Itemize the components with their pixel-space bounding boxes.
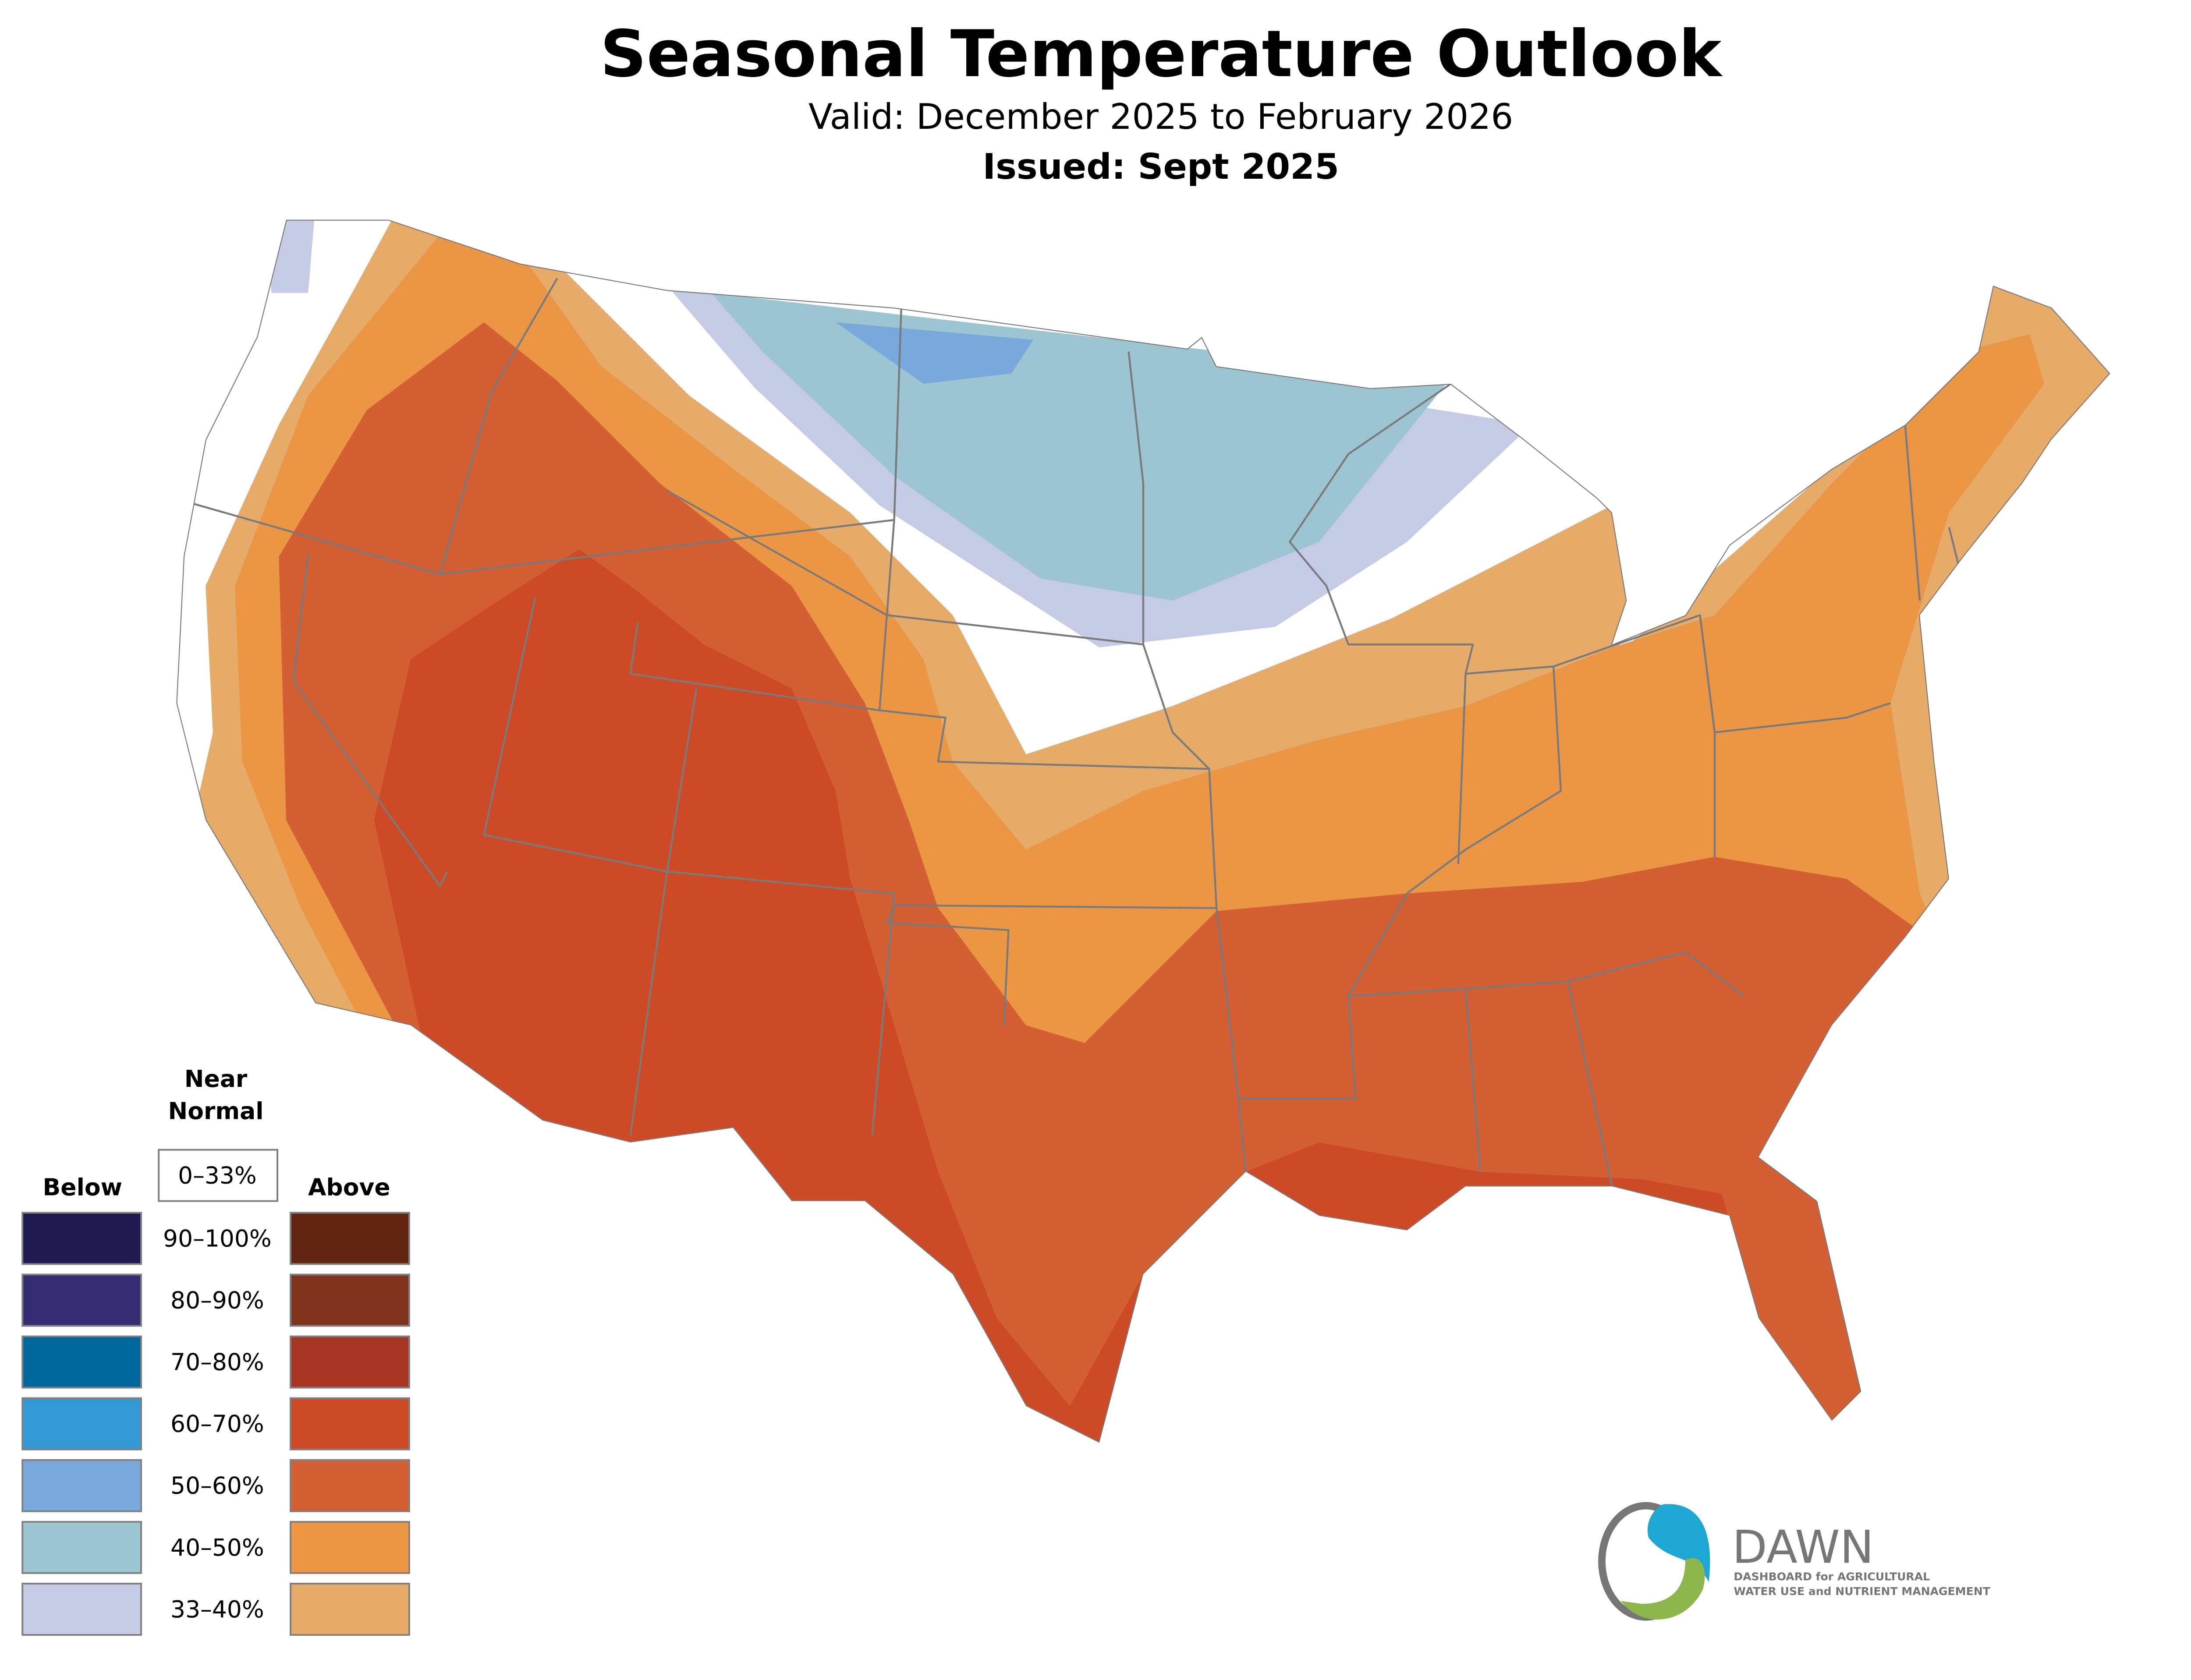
legend-below-swatch bbox=[21, 1335, 142, 1389]
issued-date: Issued: Sept 2025 bbox=[982, 146, 1339, 187]
legend-range-label: 70–80% bbox=[170, 1348, 264, 1376]
legend-below-swatch bbox=[21, 1273, 142, 1327]
legend-below-swatch bbox=[21, 1212, 142, 1265]
valid-period: Valid: December 2025 to February 2026 bbox=[808, 96, 1513, 137]
legend-above-swatch bbox=[290, 1582, 410, 1636]
legend-above-swatch bbox=[290, 1459, 410, 1512]
legend-above-swatch bbox=[290, 1335, 410, 1389]
legend-below-swatch bbox=[21, 1459, 142, 1512]
legend-above-swatch bbox=[290, 1273, 410, 1327]
legend-range-label: 33–40% bbox=[170, 1595, 264, 1623]
legend-above-swatch bbox=[290, 1521, 410, 1574]
legend-below-swatch bbox=[21, 1582, 142, 1636]
state-borders bbox=[176, 220, 2110, 1443]
legend-near-normal-swatch bbox=[158, 1149, 278, 1202]
legend-above-swatch bbox=[290, 1397, 410, 1450]
legend-below-swatch bbox=[21, 1521, 142, 1574]
legend-below-swatch bbox=[21, 1397, 142, 1450]
legend-range-label: 40–50% bbox=[170, 1534, 264, 1561]
legend-above-swatch bbox=[290, 1212, 410, 1265]
legend-range-label: 90–100% bbox=[163, 1224, 272, 1252]
legend-near-normal-heading: Near bbox=[184, 1065, 248, 1093]
below-50-60-zone bbox=[835, 322, 1034, 384]
legend: Near Normal 0–33% Below Above 90–100% 80–… bbox=[21, 1065, 410, 1636]
legend-above-heading: Above bbox=[308, 1173, 390, 1201]
logo-leaf-icon bbox=[1620, 1558, 1705, 1620]
map-title: Seasonal Temperature Outlook bbox=[600, 16, 1723, 92]
legend-range-label: 50–60% bbox=[170, 1472, 264, 1500]
legend-range-label: 80–90% bbox=[170, 1286, 264, 1314]
legend-near-normal-range: 0–33% bbox=[178, 1162, 257, 1189]
legend-near-normal-heading-2: Normal bbox=[168, 1097, 264, 1125]
logo-tagline-1: DASHBOARD for AGRICULTURAL bbox=[1734, 1570, 1930, 1583]
legend-below-heading: Below bbox=[43, 1173, 123, 1201]
logo-name: DAWN bbox=[1732, 1521, 1874, 1574]
dawn-logo: DAWN DASHBOARD for AGRICULTURAL WATER US… bbox=[1598, 1502, 1990, 1621]
legend-range-label: 60–70% bbox=[170, 1410, 264, 1438]
logo-tagline-2: WATER USE and NUTRIENT MANAGEMENT bbox=[1734, 1585, 1990, 1598]
